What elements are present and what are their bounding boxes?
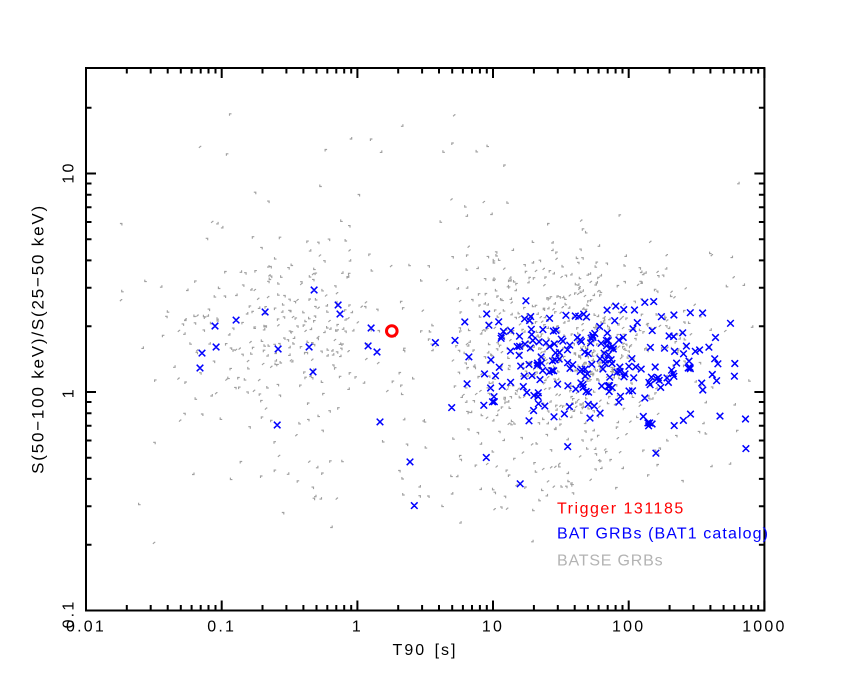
svg-text:S(50−100 keV)/S(25−50 keV): S(50−100 keV)/S(25−50 keV) [29,204,48,474]
svg-text:1: 1 [352,619,363,636]
svg-text:100: 100 [612,619,645,636]
svg-text:Trigger 131185: Trigger 131185 [557,501,685,518]
svg-text:10: 10 [482,619,504,636]
svg-text:0.1: 0.1 [207,619,236,636]
svg-text:T90 [s]: T90 [s] [393,642,458,659]
svg-text:10: 10 [61,161,78,183]
svg-text:1000: 1000 [742,619,786,636]
svg-text:0.1: 0.1 [61,600,78,629]
svg-text:BAT GRBs (BAT1 catalog): BAT GRBs (BAT1 catalog) [557,526,769,543]
svg-text:0.01: 0.01 [66,619,106,636]
svg-text:BATSE GRBs: BATSE GRBs [557,553,663,570]
svg-text:1: 1 [61,387,78,398]
